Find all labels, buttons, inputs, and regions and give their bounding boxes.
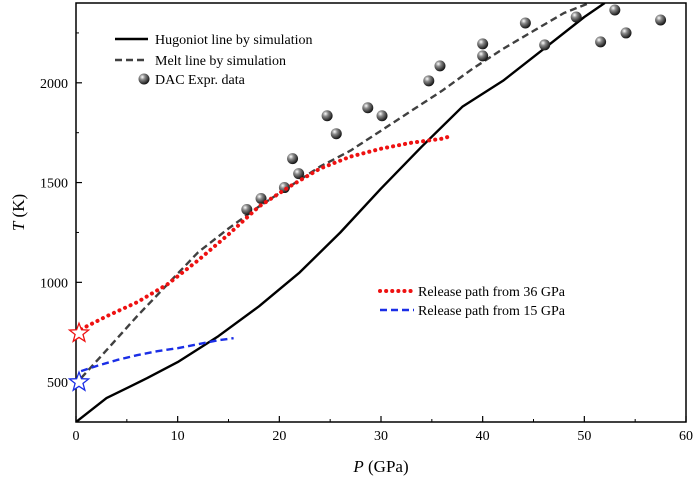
legend-entry-dac: DAC Expr. data xyxy=(138,73,246,88)
legend-entry-release36: Release path from 36 GPa xyxy=(378,285,566,300)
x-tick-label: 10 xyxy=(171,429,185,444)
dac-data-point xyxy=(423,75,435,87)
dac-data-point xyxy=(287,153,299,165)
dac-data-point xyxy=(655,14,667,26)
legend-label-release15: Release path from 15 GPa xyxy=(418,304,566,319)
series-melt-line xyxy=(80,3,593,379)
dac-data-point xyxy=(434,60,446,72)
x-axis-unit: (GPa) xyxy=(364,457,409,476)
legend-bottom: Release path from 36 GPa Release path fr… xyxy=(378,285,566,319)
legend-swatch-dac xyxy=(138,73,150,85)
dac-data-point xyxy=(362,102,374,114)
series-release15-line xyxy=(80,337,234,373)
x-axis-label: P (GPa) xyxy=(352,457,408,476)
legend-top: Hugoniot line by simulation Melt line by… xyxy=(115,33,313,88)
series-star15-marker xyxy=(67,370,91,392)
dac-data-point xyxy=(255,193,267,205)
y-axis-unit: (K) xyxy=(9,194,28,222)
y-tick-label: 500 xyxy=(47,376,68,391)
y-axis-var: T xyxy=(9,220,28,231)
y-axis-label: T (K) xyxy=(9,194,28,231)
x-tick-label: 40 xyxy=(476,429,490,444)
y-tick-label: 2000 xyxy=(40,77,68,92)
dac-data-point xyxy=(330,128,342,140)
legend-label-hugoniot: Hugoniot line by simulation xyxy=(155,33,313,48)
dac-data-point xyxy=(293,168,305,180)
dac-data-point xyxy=(595,36,607,48)
dac-data-point xyxy=(321,110,333,122)
legend-label-dac: DAC Expr. data xyxy=(155,73,246,88)
legend-label-melt: Melt line by simulation xyxy=(155,54,286,69)
dac-data-point xyxy=(609,4,621,16)
dac-data-point xyxy=(376,110,388,122)
dac-data-point xyxy=(570,11,582,23)
legend-entry-release15: Release path from 15 GPa xyxy=(380,304,566,319)
dac-data-point xyxy=(620,27,632,39)
x-tick-label: 60 xyxy=(679,429,693,444)
series-star36-marker xyxy=(67,321,91,343)
dac-data-point xyxy=(539,39,551,51)
x-tick-label: 20 xyxy=(272,429,286,444)
dac-data-point xyxy=(241,204,253,216)
series-release36-line xyxy=(79,133,455,332)
dac-data-point xyxy=(477,50,489,62)
legend-label-release36: Release path from 36 GPa xyxy=(418,285,566,300)
x-axis-var: P xyxy=(352,457,363,476)
legend-entry-melt: Melt line by simulation xyxy=(115,54,286,69)
axis-ticks: 0 10 20 30 40 50 60 500 1000 1500 2000 xyxy=(40,32,693,444)
plot-area xyxy=(76,3,667,422)
series-hugoniot-line xyxy=(76,3,606,422)
dac-data-point xyxy=(519,17,531,29)
y-tick-label: 1500 xyxy=(40,177,68,192)
x-tick-label: 0 xyxy=(73,429,80,444)
dac-data-point xyxy=(477,38,489,50)
x-tick-label: 30 xyxy=(374,429,388,444)
x-tick-label: 50 xyxy=(577,429,591,444)
y-tick-label: 1000 xyxy=(40,276,68,291)
legend-entry-hugoniot: Hugoniot line by simulation xyxy=(115,33,313,48)
